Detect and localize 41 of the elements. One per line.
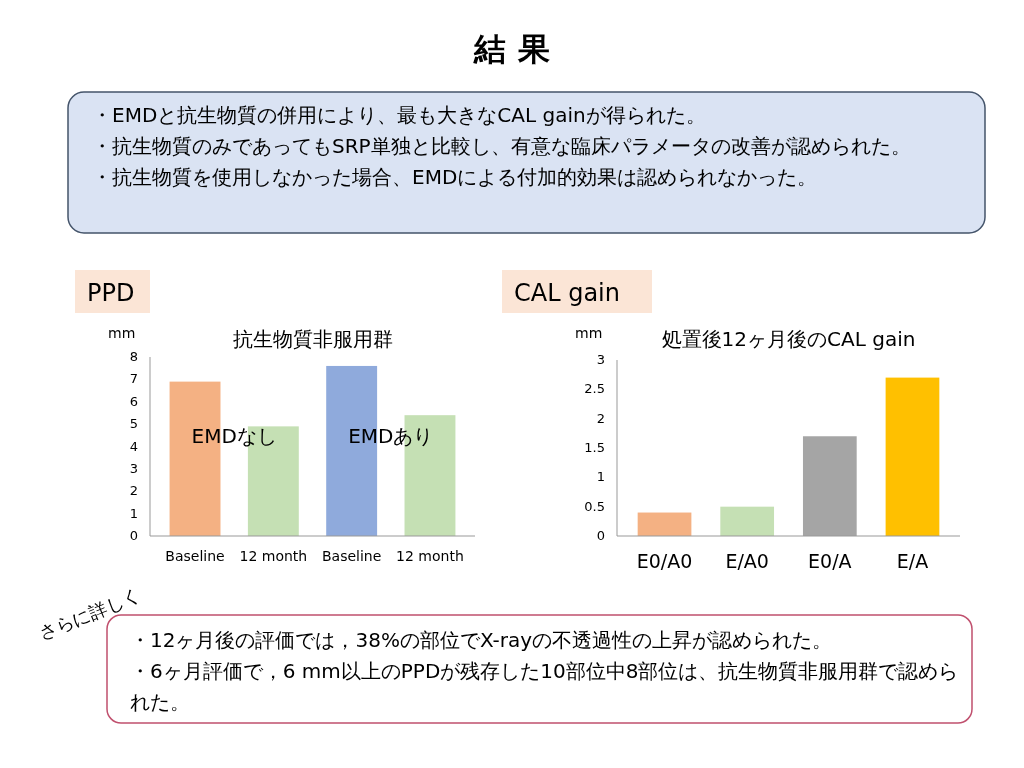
- x-tick-label: E/A0: [725, 550, 769, 572]
- text: ・EMDと抗生物質の併用により、最も大きなCAL gainが得られた。: [92, 103, 706, 127]
- text: 結 果: [473, 30, 550, 68]
- chart-subtitle: PPD: [87, 279, 135, 307]
- y-tick-label: 8: [129, 349, 138, 364]
- x-tick-label: Baseline: [321, 548, 382, 564]
- y-tick-label: 4: [129, 438, 138, 454]
- y-tick-label: 5: [129, 416, 138, 432]
- y-tick-label: 2.5: [584, 381, 605, 397]
- bar: [637, 512, 692, 536]
- y-tick-label: 0.5: [584, 498, 605, 514]
- annotation: EMDあり: [348, 423, 434, 448]
- y-tick-label: 3: [129, 460, 138, 476]
- x-tick-label: 12 month: [396, 548, 464, 564]
- y-axis-title: mm: [575, 325, 603, 341]
- chart-subtitle: CAL gain: [514, 279, 620, 307]
- y-tick-label: 2: [129, 483, 138, 499]
- y-tick-label: 7: [129, 371, 138, 387]
- annotation: EMDなし: [191, 423, 277, 448]
- y-tick-label: 0: [129, 528, 138, 543]
- y-tick-label: 6: [129, 393, 138, 409]
- x-tick-label: 12 month: [239, 548, 308, 564]
- x-tick-label: E0/A: [808, 550, 852, 572]
- text: ・抗生物質のみであってもSRP単独と比較し、有意な臨床パラメータの改善が認められた。: [92, 134, 911, 158]
- x-tick-label: Baseline: [165, 548, 225, 564]
- y-tick-label: 1.5: [584, 440, 605, 455]
- y-axis-title: mm: [108, 325, 136, 341]
- x-tick-label: E/A: [896, 550, 929, 572]
- x-tick-label: E0/A0: [636, 550, 693, 572]
- text: ・12ヶ月後の評価では，38%の部位でX-rayの不透過性の上昇が認められた。: [130, 628, 833, 652]
- y-tick-label: 3: [596, 352, 605, 367]
- text: ・抗生物質を使用しなかった場合、EMDによる付加的効果は認められなかった。: [92, 165, 818, 189]
- y-tick-label: 0: [596, 528, 605, 543]
- y-tick-label: 1: [129, 505, 138, 521]
- y-tick-label: 2: [596, 410, 605, 426]
- text: ・6ヶ月評価で，6 mm以上のPPDが残存した10部位中8部位は、抗生物質非服用群で認められた。: [130, 659, 959, 714]
- chart-title: 抗生物質非服用群: [232, 327, 393, 351]
- bar: [885, 377, 940, 536]
- chart-title: 処置後12ヶ月後のCAL gain: [661, 327, 916, 351]
- y-tick-label: 1: [596, 469, 605, 485]
- bar: [720, 506, 775, 536]
